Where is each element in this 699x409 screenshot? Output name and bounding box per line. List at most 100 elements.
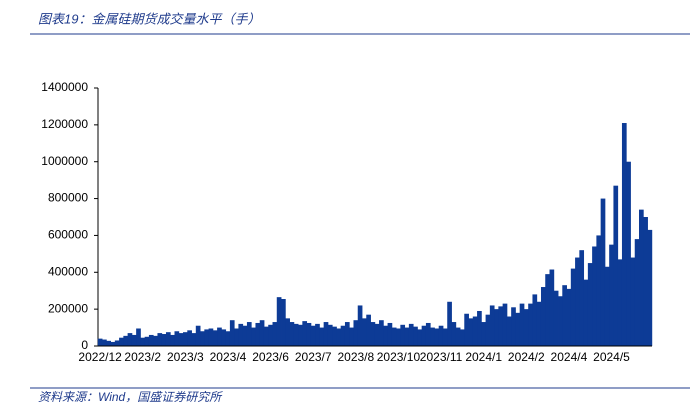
bar xyxy=(153,335,158,346)
bar xyxy=(221,329,227,346)
bar xyxy=(434,328,440,346)
bar xyxy=(319,327,325,346)
bar xyxy=(327,324,333,346)
bar xyxy=(523,309,529,346)
bar xyxy=(626,161,631,346)
bar xyxy=(191,333,197,346)
bar xyxy=(229,320,235,346)
bar xyxy=(289,322,295,346)
x-tick-label: 2023/4 xyxy=(210,350,247,364)
bar xyxy=(183,332,188,346)
bar xyxy=(489,305,495,346)
bar xyxy=(97,338,103,346)
bar xyxy=(298,324,303,346)
bar xyxy=(370,322,376,346)
bar xyxy=(285,318,290,346)
bar xyxy=(357,305,363,346)
bar xyxy=(609,244,614,346)
bar xyxy=(630,257,636,346)
x-tick-label: 2024/5 xyxy=(593,350,630,364)
y-tick-label: 400000 xyxy=(48,264,88,278)
bar xyxy=(600,198,606,346)
x-tick-label: 2024/4 xyxy=(551,350,588,364)
bar xyxy=(255,322,261,346)
bar xyxy=(643,217,648,346)
bar xyxy=(165,332,171,346)
bar xyxy=(259,320,265,346)
bar xyxy=(234,328,239,346)
bar xyxy=(494,309,499,346)
bar xyxy=(553,290,559,346)
bar xyxy=(558,296,563,346)
bar xyxy=(549,269,555,346)
bar xyxy=(519,303,525,346)
bar xyxy=(281,299,286,346)
bar xyxy=(485,314,491,346)
bar xyxy=(208,328,214,346)
x-tick-label: 2024/2 xyxy=(508,350,545,364)
bar xyxy=(102,339,107,346)
bar xyxy=(515,312,521,346)
bar xyxy=(468,318,474,346)
bar xyxy=(583,279,589,346)
bar xyxy=(178,333,184,346)
bar xyxy=(161,334,167,346)
bar xyxy=(106,340,111,346)
bar xyxy=(170,334,175,346)
bar xyxy=(131,334,137,346)
bar xyxy=(430,327,435,346)
bar xyxy=(174,331,180,346)
source-note: 资料来源：Wind，国盛证券研究所 xyxy=(38,390,223,404)
bar xyxy=(621,123,627,346)
x-tick-label: 2022/12 xyxy=(78,350,122,364)
bar xyxy=(195,325,201,346)
bar xyxy=(336,328,342,346)
bar xyxy=(464,313,469,346)
bar xyxy=(425,322,431,346)
bar xyxy=(451,322,457,346)
bar xyxy=(315,323,320,346)
bar xyxy=(587,263,593,346)
bar xyxy=(204,329,210,346)
bar xyxy=(506,316,512,346)
x-tick-label: 2023/3 xyxy=(167,350,204,364)
bar xyxy=(562,285,567,346)
bar xyxy=(136,328,141,346)
bar xyxy=(408,323,414,346)
y-tick-label: 1200000 xyxy=(41,117,88,131)
bar xyxy=(536,301,542,346)
bar xyxy=(498,306,504,346)
bar xyxy=(353,320,359,346)
bar xyxy=(242,325,248,346)
bar xyxy=(460,329,465,346)
bar xyxy=(114,340,120,346)
bar xyxy=(617,259,623,346)
x-tick-label: 2023/7 xyxy=(295,350,332,364)
bar xyxy=(634,239,640,346)
bar xyxy=(157,333,163,346)
bar xyxy=(477,310,482,346)
bar xyxy=(404,327,410,346)
y-tick-label: 0 xyxy=(81,338,88,352)
bar xyxy=(374,323,380,346)
bar xyxy=(217,327,222,346)
bar xyxy=(421,325,427,346)
bar xyxy=(344,322,350,346)
bar xyxy=(639,209,644,346)
bar xyxy=(238,323,244,346)
bar xyxy=(566,288,572,346)
bar xyxy=(438,325,444,346)
bar xyxy=(383,325,388,346)
bar xyxy=(123,335,129,346)
bar xyxy=(387,322,393,346)
bar xyxy=(225,331,231,346)
bar xyxy=(127,333,133,346)
bar xyxy=(310,325,316,346)
bar xyxy=(302,321,308,346)
x-tick-label: 2023/11 xyxy=(420,350,463,364)
bar xyxy=(362,318,367,346)
bar xyxy=(532,294,538,346)
bar xyxy=(442,328,448,346)
bar xyxy=(340,325,346,346)
